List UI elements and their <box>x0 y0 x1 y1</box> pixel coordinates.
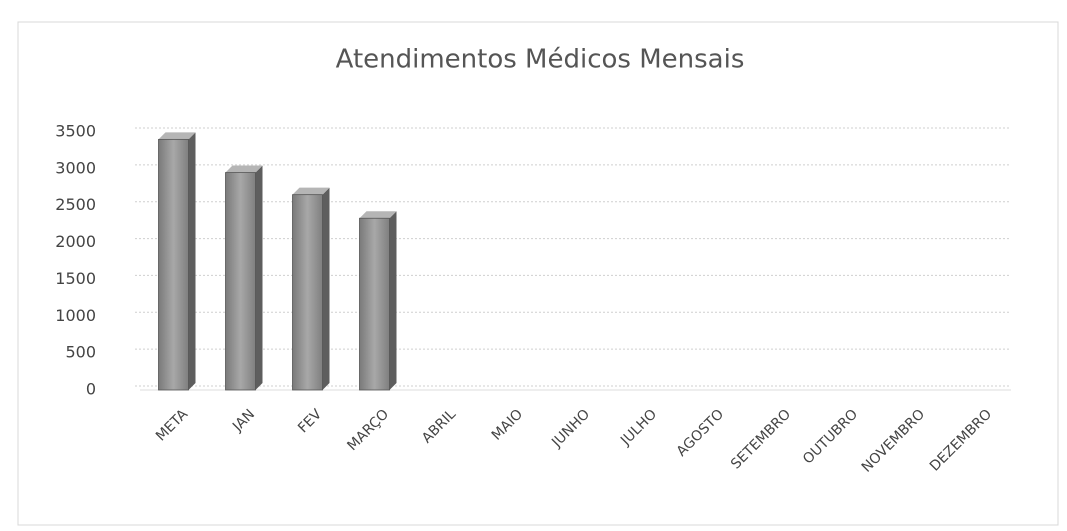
y-tick-label: 500 <box>65 343 96 362</box>
bar <box>225 172 256 391</box>
bar <box>158 138 189 391</box>
y-tick-label: 1500 <box>55 269 96 288</box>
bar <box>359 217 390 391</box>
bar-side <box>322 187 330 390</box>
bar-side <box>188 132 196 390</box>
bar-top <box>292 187 330 195</box>
bar-top <box>359 211 397 219</box>
bar <box>292 194 323 391</box>
y-tick-label: 3000 <box>55 158 96 177</box>
y-tick-label: 3500 <box>55 122 96 141</box>
y-tick-label: 0 <box>86 380 96 399</box>
y-tick-label: 2000 <box>55 232 96 251</box>
y-tick-label: 1000 <box>55 306 96 325</box>
bar-top <box>158 132 196 140</box>
bar-side <box>389 211 397 390</box>
chart-title: Atendimentos Médicos Mensais <box>336 45 745 75</box>
y-tick-label: 2500 <box>55 195 96 214</box>
bar-side <box>255 165 263 390</box>
bar-top <box>225 165 263 173</box>
